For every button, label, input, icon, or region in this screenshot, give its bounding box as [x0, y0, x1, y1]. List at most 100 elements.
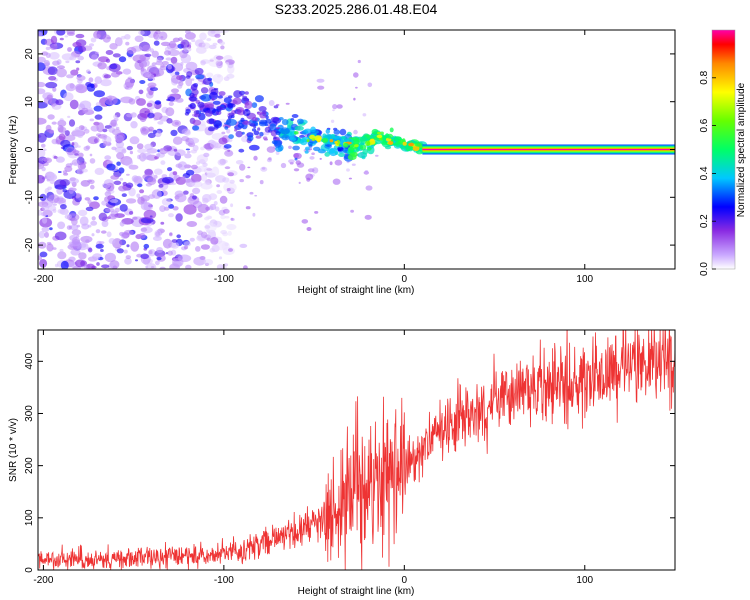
- heatmap-cell: [79, 216, 89, 226]
- heatmap-cell: [53, 197, 66, 204]
- heatmap-cell: [226, 138, 233, 143]
- heatmap-cell: [165, 107, 175, 117]
- heatmap-cell: [388, 136, 392, 139]
- heatmap-cell: [93, 90, 106, 98]
- heatmap-cell: [200, 94, 212, 102]
- heatmap-cell: [202, 197, 209, 204]
- heatmap-cell: [126, 173, 130, 176]
- heatmap-cell: [116, 152, 125, 160]
- heatmap-cell: [316, 138, 321, 142]
- colorbar-tick-label: 0.6: [699, 118, 710, 132]
- heatmap-cell: [110, 187, 114, 191]
- heatmap-cell: [67, 47, 72, 52]
- heatmap-cell: [45, 81, 58, 89]
- heatmap-cell: [314, 211, 319, 214]
- heatmap-cell: [306, 227, 312, 231]
- heatmap-cell: [193, 110, 200, 115]
- y-tick-label: 0: [24, 567, 35, 573]
- heatmap-cell: [57, 251, 67, 260]
- heatmap-cell: [185, 61, 198, 71]
- heatmap-cell: [49, 43, 58, 51]
- heatmap-cell: [144, 143, 154, 151]
- heatmap-cell: [224, 166, 231, 170]
- heatmap-cell: [206, 38, 212, 42]
- heatmap-cell: [148, 250, 153, 255]
- heatmap-cell: [85, 263, 95, 269]
- heatmap-cell: [337, 146, 344, 151]
- heatmap-cell: [202, 78, 212, 85]
- x-tick-label: 0: [402, 575, 408, 586]
- heatmap-cell: [119, 177, 124, 181]
- heatmap-cell: [249, 123, 256, 127]
- heatmap-cell: [154, 35, 161, 41]
- x-tick-label: -200: [33, 274, 53, 285]
- heatmap-cell: [111, 119, 118, 124]
- heatmap-cell: [171, 88, 179, 94]
- heatmap-cell: [202, 162, 208, 167]
- heatmap-cell: [120, 35, 126, 40]
- heatmap-cell: [189, 237, 195, 242]
- heatmap-cell: [217, 236, 222, 241]
- heatmap-cell: [305, 146, 310, 151]
- heatmap-cell: [70, 224, 79, 231]
- heatmap-cell: [77, 55, 84, 61]
- heatmap-cell: [243, 98, 250, 102]
- heatmap-cell: [200, 120, 206, 127]
- heatmap-cell: [80, 243, 87, 248]
- heatmap-cell: [319, 157, 322, 160]
- heatmap-cell: [45, 46, 51, 51]
- heatmap-cell: [195, 161, 201, 165]
- heatmap-cell: [160, 41, 171, 47]
- heatmap-cell: [183, 47, 192, 52]
- heatmap-cell: [147, 132, 156, 139]
- heatmap-cell: [104, 95, 118, 106]
- heatmap-cell: [275, 126, 281, 130]
- heatmap-cell: [204, 222, 217, 233]
- heatmap-cell: [313, 146, 321, 152]
- heatmap-cell: [224, 150, 234, 157]
- heatmap-cell: [59, 248, 64, 252]
- heatmap-cell: [40, 212, 48, 217]
- heatmap-cell: [239, 243, 248, 248]
- heatmap-cell: [134, 35, 144, 43]
- heatmap-cell: [63, 134, 76, 142]
- colorbar-tick-label: 0.2: [699, 214, 710, 228]
- heatmap-cell: [171, 239, 178, 243]
- heatmap-cell: [175, 149, 186, 157]
- heatmap-cell: [218, 91, 226, 96]
- heatmap-cell: [151, 62, 157, 66]
- heatmap-cell: [251, 102, 258, 108]
- heatmap-cell: [222, 208, 230, 214]
- heatmap-cell: [200, 87, 209, 94]
- heatmap-cell: [130, 121, 138, 129]
- heatmap-cell: [301, 219, 309, 224]
- heatmap-cell: [290, 137, 297, 141]
- heatmap-cell: [47, 114, 55, 120]
- heatmap-cell: [75, 60, 81, 64]
- heatmap-cell: [220, 230, 228, 235]
- heatmap-cell: [190, 149, 198, 154]
- heatmap-cell: [81, 168, 88, 173]
- heatmap-cell: [172, 206, 179, 211]
- heatmap-cell: [148, 90, 154, 96]
- heatmap-cell: [200, 60, 206, 66]
- heatmap-cell: [110, 71, 120, 78]
- heatmap-cell: [281, 134, 290, 141]
- heatmap-cell: [43, 157, 53, 164]
- heatmap-cell: [146, 263, 157, 269]
- heatmap-cell: [408, 142, 414, 147]
- heatmap-cell: [312, 167, 319, 174]
- heatmap-cell: [129, 136, 140, 145]
- heatmap-cell: [75, 83, 88, 92]
- heatmap-cell: [200, 146, 205, 151]
- heatmap-cell: [255, 135, 262, 139]
- heatmap-cell: [102, 34, 111, 43]
- heatmap-cell: [195, 246, 201, 252]
- heatmap-cell: [295, 160, 301, 165]
- heatmap-cell: [38, 88, 46, 95]
- heatmap-cell: [152, 112, 163, 120]
- heatmap-cell: [59, 37, 64, 41]
- heatmap-cell: [135, 259, 138, 262]
- heatmap-cell: [183, 245, 189, 250]
- heatmap-cell: [309, 156, 315, 160]
